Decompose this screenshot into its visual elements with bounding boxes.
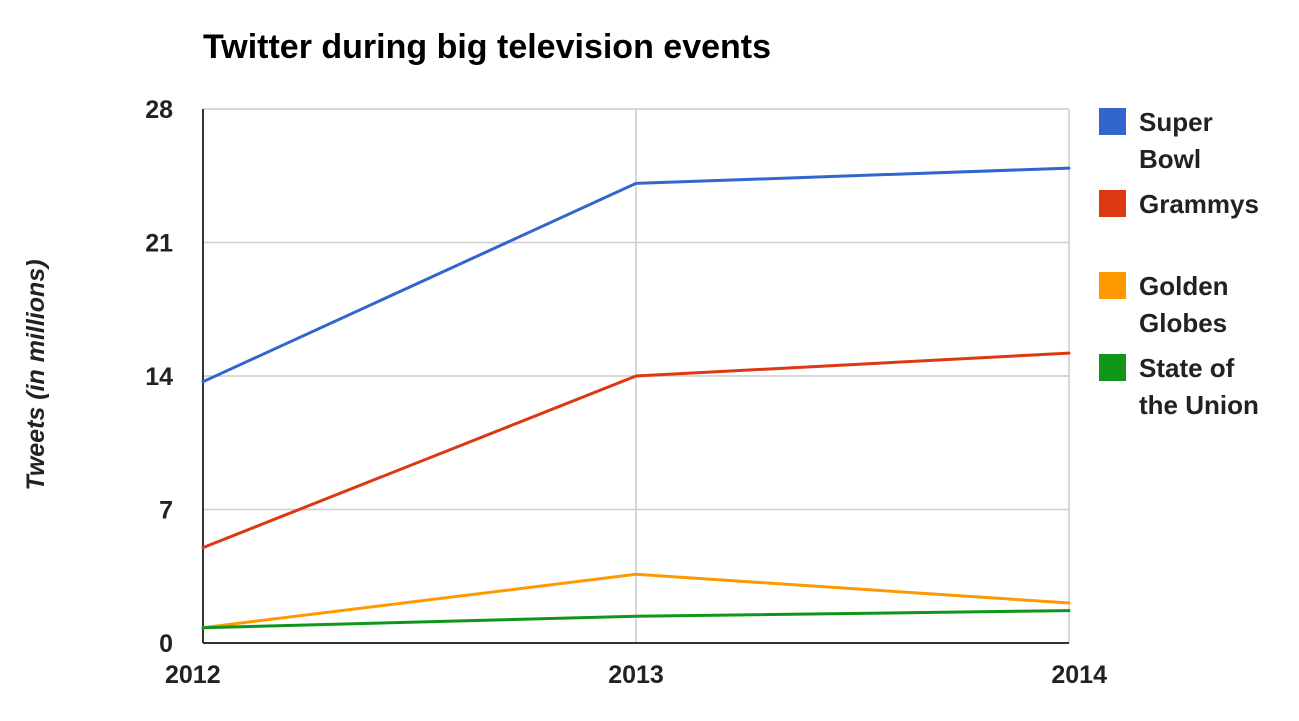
legend-swatch-state-of-the-union [1099,354,1126,381]
legend-swatch-grammys [1099,190,1126,217]
legend-label-grammys: Grammys [1139,189,1259,219]
x-tick-label: 2012 [165,661,221,689]
series-line-state-of-the-union [201,609,1071,630]
legend-label-state-of-the-union: the Union [1139,390,1259,420]
series-line-super-bowl [201,166,1071,384]
series-line-golden-globes [201,572,1071,630]
legend-label-super-bowl: Bowl [1139,144,1201,174]
legend-label-super-bowl: Super [1139,107,1213,137]
x-tick-label: 2013 [608,661,664,689]
legend: Super Bowl Grammys Golden Globes State of the … [1099,107,1259,420]
legend-swatch-super-bowl [1099,108,1126,135]
legend-label-golden-globes: Globes [1139,308,1227,338]
y-axis-label: Tweets (in millions) [22,259,50,490]
plot-area: 0 7 14 21 28 2012 2013 2014 [145,96,1107,689]
y-tick-label: 21 [145,230,173,258]
legend-label-state-of-the-union: State of [1139,353,1235,383]
y-tick-label: 0 [159,630,173,658]
x-tick-label: 2014 [1051,661,1107,689]
legend-label-golden-globes: Golden [1139,271,1229,301]
y-tick-label: 7 [159,497,173,525]
chart-title: Twitter during big television events [203,28,771,66]
legend-swatch-golden-globes [1099,272,1126,299]
series-line-grammys [201,351,1071,550]
y-tick-label: 14 [145,363,173,391]
y-axis-ticks: 0 7 14 21 28 [145,96,173,658]
x-axis-ticks: 2012 2013 2014 [165,661,1107,689]
y-tick-label: 28 [145,96,173,124]
series-lines [201,166,1071,630]
